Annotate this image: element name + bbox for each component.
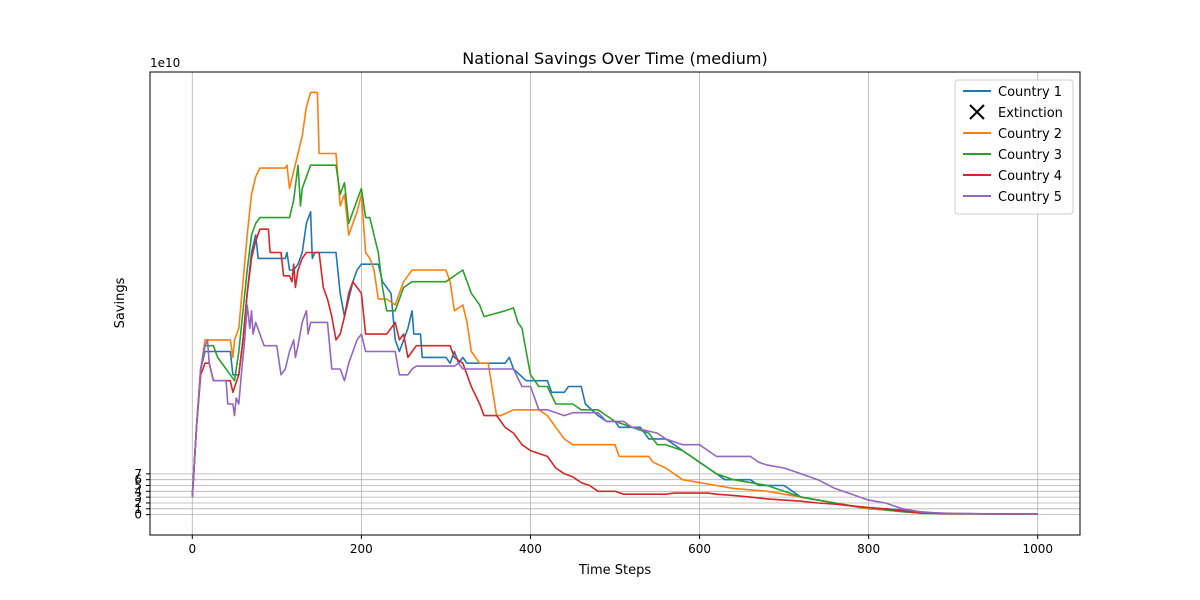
legend-label: Country 1 bbox=[998, 85, 1062, 100]
x-tick-label: 200 bbox=[350, 542, 373, 556]
x-tick-label: 800 bbox=[857, 542, 880, 556]
series-line-country-5 bbox=[191, 304, 1038, 515]
y-tick-label: 2 bbox=[134, 496, 142, 510]
x-tick-label: 400 bbox=[519, 542, 542, 556]
legend-label: Country 5 bbox=[998, 190, 1062, 205]
legend-label: Country 2 bbox=[998, 127, 1062, 142]
series-line-country-3 bbox=[191, 164, 1038, 515]
series-layer bbox=[191, 91, 1038, 515]
x-tick-label: 1000 bbox=[1022, 542, 1053, 556]
legend-label: Country 4 bbox=[998, 169, 1062, 184]
y-tick-label: 7 bbox=[134, 467, 142, 481]
x-axis-title: Time Steps bbox=[578, 563, 652, 578]
y-tick-label: 5 bbox=[134, 478, 142, 492]
legend: Country 1 Extinction Country 2 Country 3 Cou… bbox=[954, 79, 1074, 215]
legend-box bbox=[954, 79, 1074, 215]
y-tick-label: 6 bbox=[134, 473, 142, 487]
y-tick-label: 4 bbox=[134, 484, 142, 498]
legend-x-marker bbox=[969, 104, 985, 120]
chart-title: National Savings Over Time (medium) bbox=[462, 49, 767, 68]
legend-label: Extinction bbox=[998, 106, 1063, 121]
series-line-country-1 bbox=[191, 211, 1038, 515]
y-tick-label: 3 bbox=[134, 490, 142, 504]
x-tick-label: 0 bbox=[188, 542, 196, 556]
y-axis-title: Savings bbox=[113, 277, 128, 328]
series-line-country-2 bbox=[191, 91, 1038, 515]
x-tick-label: 600 bbox=[688, 542, 711, 556]
y-tick-label: 0 bbox=[134, 508, 142, 522]
series-line-country-4 bbox=[191, 228, 1038, 515]
y-offset-label: 1e10 bbox=[150, 56, 180, 70]
plot-area-frame bbox=[149, 71, 1081, 536]
legend-label: Country 3 bbox=[998, 148, 1062, 163]
y-tick-label: 1 bbox=[134, 502, 142, 516]
